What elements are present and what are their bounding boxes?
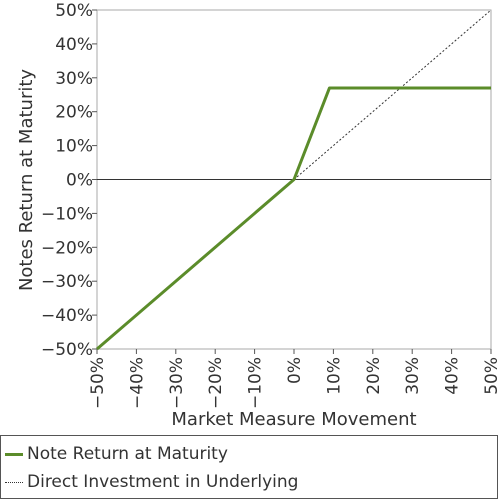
x-axis-title: Market Measure Movement <box>171 409 416 430</box>
x-tick-label: 20% <box>364 357 384 395</box>
x-tick-label: −50% <box>88 357 108 409</box>
y-tick-label: 0% <box>66 171 93 191</box>
x-tick-label: 10% <box>324 357 344 395</box>
series-line-direct-investment <box>293 9 492 180</box>
x-tick-label: −20% <box>206 357 226 409</box>
x-ticks: −50% −40% −30% −20% −10% 0% 10% 20% 30% 40% 50% <box>88 349 500 409</box>
y-ticks: −50% −40% −30% −20% −10% 0% 10% 20% 30% 40% 50% <box>41 1 97 360</box>
legend-item-direct-investment: Direct Investment in Underlying <box>5 469 298 495</box>
x-tick-label: 50% <box>482 357 500 395</box>
y-tick-label: 50% <box>55 1 93 21</box>
x-tick-label: 0% <box>285 357 305 384</box>
legend-item-note-return: Note Return at Maturity <box>5 441 228 467</box>
y-tick-label: −40% <box>41 306 93 326</box>
y-tick-label: 10% <box>55 137 93 157</box>
legend-label-direct-investment: Direct Investment in Underlying <box>27 472 299 492</box>
y-tick-label: −50% <box>41 340 93 360</box>
legend-label-note-return: Note Return at Maturity <box>27 444 228 464</box>
x-tick-label: 40% <box>443 357 463 395</box>
x-tick-label: −30% <box>167 357 187 409</box>
series-layer <box>96 9 492 351</box>
x-tick-label: 30% <box>403 357 423 395</box>
legend-swatch-direct-investment <box>5 481 23 483</box>
y-tick-label: 40% <box>55 35 93 55</box>
y-tick-label: −10% <box>41 204 93 224</box>
x-tick-label: −10% <box>246 357 266 409</box>
legend-swatch-note-return <box>5 452 23 456</box>
y-tick-label: −30% <box>41 272 93 292</box>
y-tick-label: 30% <box>55 69 93 89</box>
y-tick-label: 20% <box>55 103 93 123</box>
y-axis-title: Notes Return at Maturity <box>16 69 37 291</box>
y-tick-label: −20% <box>41 238 93 258</box>
series-line-note-return <box>96 86 491 351</box>
chart: −50% −40% −30% −20% −10% 0% 10% 20% 30% 40% 50% −5… <box>16 1 500 430</box>
legend: Note Return at Maturity Direct Investmen… <box>0 435 498 499</box>
x-tick-label: −40% <box>127 357 147 409</box>
